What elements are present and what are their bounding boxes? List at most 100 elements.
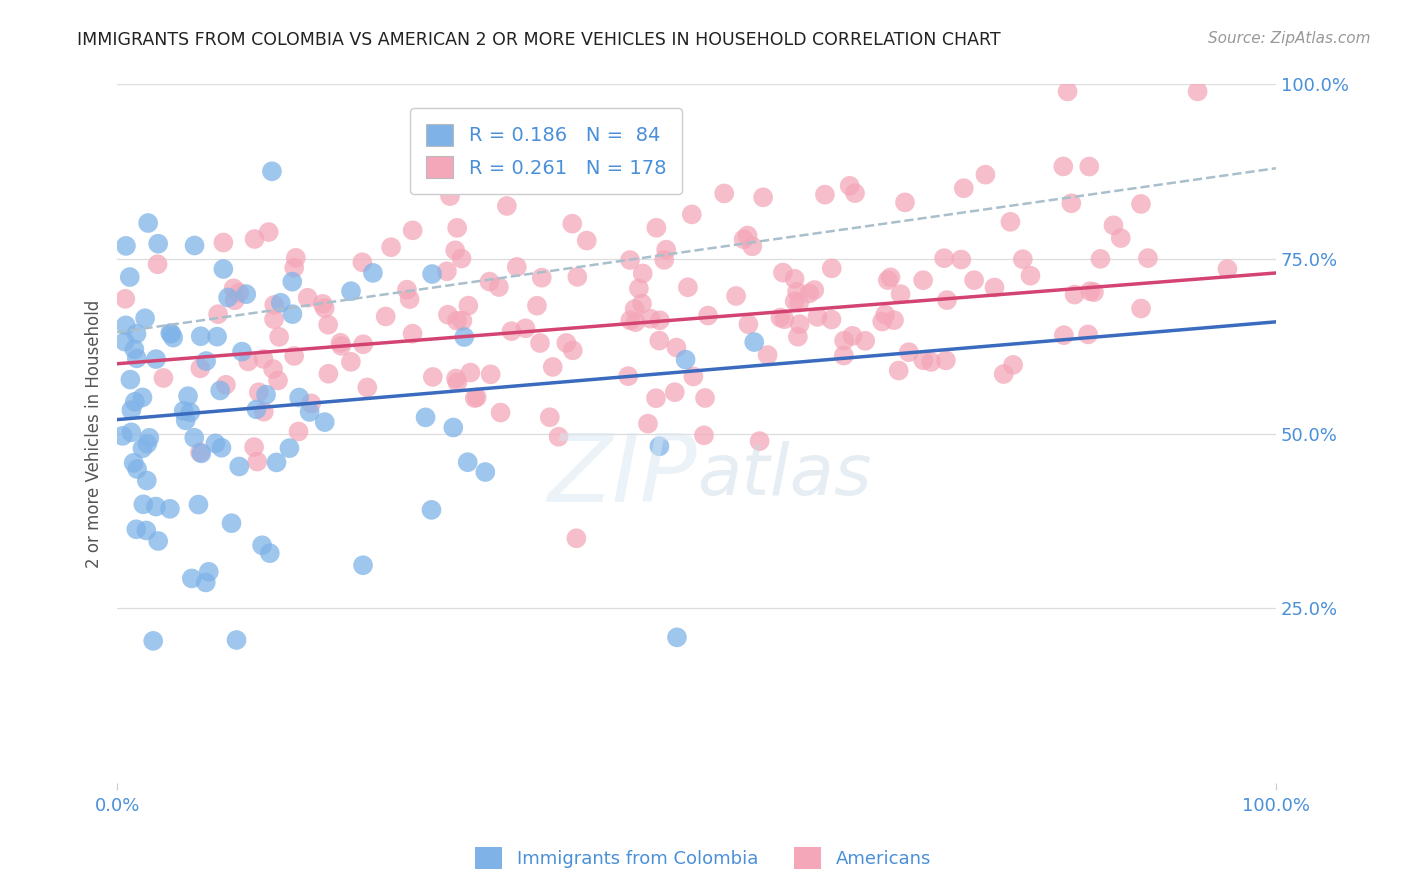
Point <box>160 326 183 341</box>
Point <box>623 302 645 317</box>
Point <box>474 465 496 479</box>
Point <box>832 349 855 363</box>
Point <box>221 516 243 531</box>
Point <box>561 217 583 231</box>
Point <box>124 394 146 409</box>
Point <box>215 377 238 392</box>
Point <box>398 292 420 306</box>
Point <box>752 190 775 204</box>
Point <box>122 456 145 470</box>
Point <box>297 291 319 305</box>
Point <box>894 195 917 210</box>
Point <box>190 329 212 343</box>
Point <box>142 633 165 648</box>
Point <box>451 314 474 328</box>
Point <box>538 410 561 425</box>
Point <box>190 446 212 460</box>
Point <box>561 343 583 358</box>
Point <box>725 289 748 303</box>
Point <box>283 260 305 275</box>
Point <box>624 315 647 329</box>
Point <box>204 436 226 450</box>
Point <box>118 270 141 285</box>
Point <box>134 311 156 326</box>
Text: Source: ZipAtlas.com: Source: ZipAtlas.com <box>1208 31 1371 46</box>
Point <box>640 311 662 326</box>
Point <box>457 455 479 469</box>
Point <box>741 239 763 253</box>
Point <box>748 434 770 449</box>
Point <box>120 373 142 387</box>
Point <box>912 353 935 368</box>
Point <box>217 291 239 305</box>
Point <box>676 280 699 294</box>
Point <box>464 391 486 405</box>
Point <box>887 363 910 377</box>
Point <box>993 367 1015 381</box>
Point <box>453 330 475 344</box>
Point <box>269 330 291 344</box>
Point <box>402 223 425 237</box>
Point <box>1077 327 1099 342</box>
Point <box>131 390 153 404</box>
Point <box>1060 196 1083 211</box>
Point <box>645 220 668 235</box>
Point <box>936 293 959 307</box>
Legend: R = 0.186   N =  84, R = 0.261   N = 178: R = 0.186 N = 84, R = 0.261 N = 178 <box>411 108 682 194</box>
Point <box>238 354 260 368</box>
Point <box>127 462 149 476</box>
Point <box>288 391 311 405</box>
Point <box>135 524 157 538</box>
Point <box>316 318 339 332</box>
Point <box>278 441 301 455</box>
Point <box>799 286 821 301</box>
Point <box>436 264 458 278</box>
Point <box>148 236 170 251</box>
Point <box>783 294 806 309</box>
Point <box>211 441 233 455</box>
Point <box>1011 252 1033 267</box>
Point <box>478 275 501 289</box>
Point <box>173 404 195 418</box>
Point <box>444 244 467 258</box>
Point <box>541 359 564 374</box>
Point <box>1053 328 1076 343</box>
Point <box>786 329 808 343</box>
Point <box>460 366 482 380</box>
Point <box>648 313 671 327</box>
Point <box>457 299 479 313</box>
Point <box>115 239 138 253</box>
Point <box>422 370 444 384</box>
Point <box>565 531 588 545</box>
Point <box>935 353 957 368</box>
Point <box>318 367 340 381</box>
Legend: Immigrants from Colombia, Americans: Immigrants from Colombia, Americans <box>468 839 938 876</box>
Point <box>281 307 304 321</box>
Point <box>136 436 159 450</box>
Point <box>870 314 893 328</box>
Point <box>693 391 716 405</box>
Point <box>664 385 686 400</box>
Point <box>120 403 142 417</box>
Point <box>145 500 167 514</box>
Point <box>114 292 136 306</box>
Point <box>225 632 247 647</box>
Text: ZIP: ZIP <box>547 430 696 521</box>
Point <box>1102 219 1125 233</box>
Point <box>114 334 136 349</box>
Point <box>875 308 897 322</box>
Point <box>506 260 529 274</box>
Point <box>631 296 654 310</box>
Point <box>441 420 464 434</box>
Point <box>575 234 598 248</box>
Point <box>619 252 641 267</box>
Point <box>197 565 219 579</box>
Point <box>174 413 197 427</box>
Point <box>631 267 654 281</box>
Point <box>444 371 467 385</box>
Point <box>260 164 283 178</box>
Point <box>665 341 688 355</box>
Point <box>270 295 292 310</box>
Point <box>243 440 266 454</box>
Point <box>145 352 167 367</box>
